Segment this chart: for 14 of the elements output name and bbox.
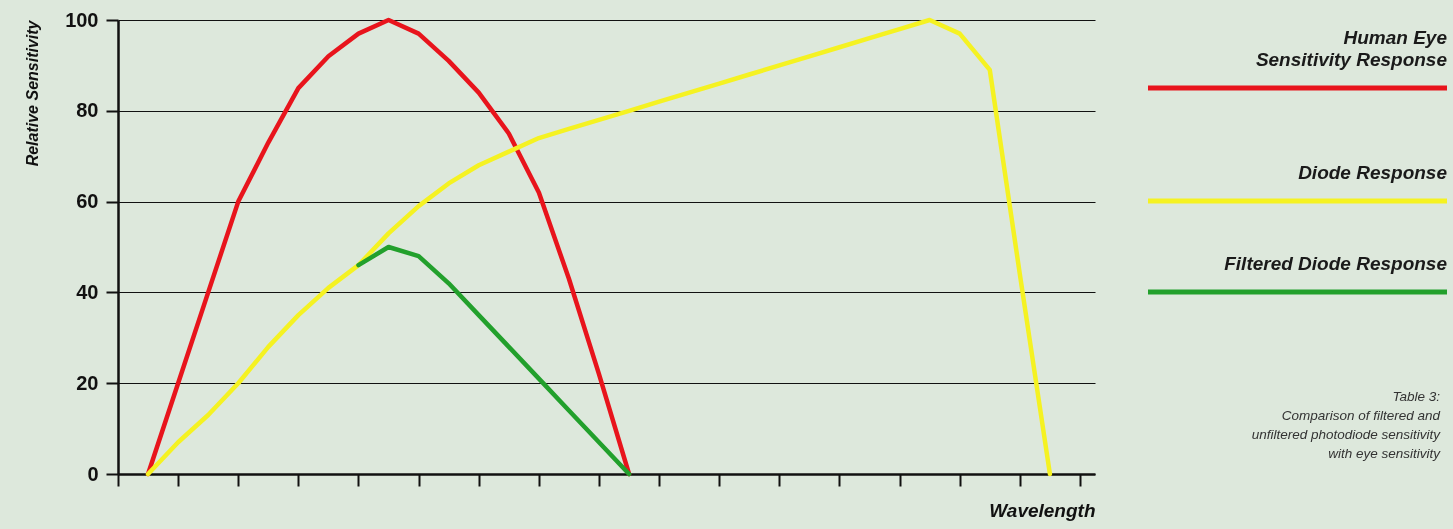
text: Human Eye Sensitivity Response — [1255, 27, 1448, 70]
x-axis-title: Wavelength — [989, 499, 1096, 521]
line-series — [145, 17, 1053, 477]
text: Filtered Diode Response — [1224, 253, 1448, 274]
line-series — [356, 244, 632, 477]
y-tick-label: 40 — [76, 280, 99, 303]
y-axis-title: Relative Sensitivity — [24, 19, 42, 167]
y-tick-label: 60 — [76, 190, 99, 213]
y-tick-label: 100 — [65, 8, 99, 31]
y-tick-label: 80 — [76, 99, 99, 122]
y-tick-label: 0 — [87, 462, 99, 485]
text: Diode Response — [1298, 162, 1448, 183]
y-tick-label: 20 — [76, 371, 99, 394]
caption: Table 3: Comparison of filtered and unfiltered photodiode sensitivity with eye sensitivity — [1251, 389, 1442, 461]
